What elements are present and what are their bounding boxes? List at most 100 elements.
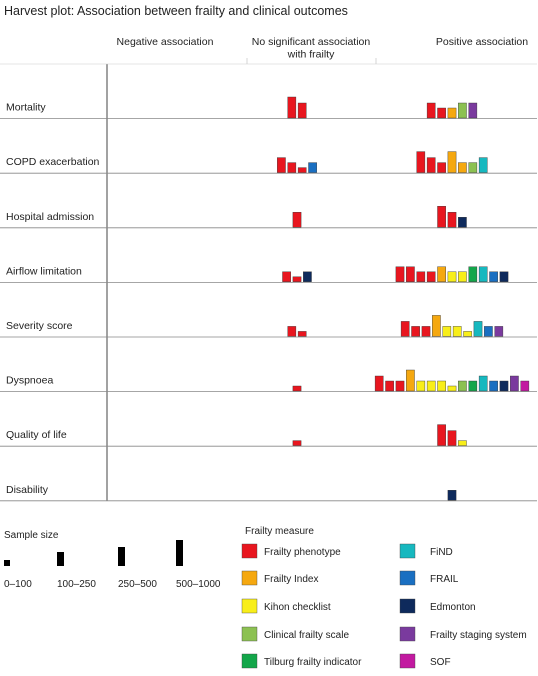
bar-dyspnoea-positive-cfs xyxy=(458,380,467,392)
frailty-measure-title: Frailty measure xyxy=(245,526,314,537)
legend-label-frail: FRAIL xyxy=(430,574,459,585)
bar-airflow-limitation-positive-find xyxy=(478,266,488,282)
sample-size-title: Sample size xyxy=(4,530,59,541)
bar-severity-score-positive-fss xyxy=(494,326,504,337)
bar-copd-exacerbation-positive-fi xyxy=(447,151,457,173)
legend-swatch-tfi xyxy=(241,653,258,669)
outcome-label: Quality of life xyxy=(6,429,67,441)
bar-copd-exacerbation-none-phen xyxy=(287,162,297,173)
bar-dyspnoea-positive-kc xyxy=(437,380,446,392)
legend-label-fss: Frailty staging system xyxy=(430,630,527,641)
bar-mortality-positive-fi xyxy=(447,107,457,119)
bar-severity-score-positive-fi xyxy=(432,315,441,337)
bar-dyspnoea-none-phen xyxy=(292,385,302,392)
bar-severity-score-positive-kc xyxy=(452,326,462,337)
outcome-label: Airflow limitation xyxy=(6,265,82,277)
column-header-negative-line-1: Negative association xyxy=(117,36,214,48)
bar-airflow-limitation-positive-edm xyxy=(499,271,509,282)
bar-quality-of-life-positive-phen xyxy=(437,424,446,446)
bar-copd-exacerbation-positive-phen xyxy=(416,151,426,173)
chart-title: Harvest plot: Association between frailt… xyxy=(4,4,348,18)
bar-airflow-limitation-positive-fi xyxy=(437,266,446,282)
bar-copd-exacerbation-none-phen xyxy=(277,157,286,173)
bar-dyspnoea-positive-phen xyxy=(395,380,405,392)
outcome-label: Disability xyxy=(6,484,49,496)
bar-dyspnoea-positive-kc xyxy=(447,385,457,392)
bar-mortality-positive-phen xyxy=(426,102,436,119)
column-header-positive-line-1: Positive association xyxy=(436,36,528,48)
legend-label-cfs: Clinical frailty scale xyxy=(264,630,349,641)
bar-mortality-positive-phen xyxy=(437,107,446,119)
bar-hospital-admission-positive-phen xyxy=(437,205,446,228)
legend-swatch-edm xyxy=(399,598,416,614)
bar-mortality-none-phen xyxy=(287,96,297,119)
bar-dyspnoea-positive-kc xyxy=(416,380,426,392)
bar-severity-score-positive-phen xyxy=(400,321,410,337)
bar-quality-of-life-none-phen xyxy=(292,440,302,446)
bar-quality-of-life-positive-phen xyxy=(447,430,457,446)
legend-label-fi: Frailty Index xyxy=(264,574,318,585)
outcome-row-quality-of-life: Quality of life xyxy=(6,424,467,446)
bar-severity-score-positive-find xyxy=(473,321,483,337)
outcome-label: Mortality xyxy=(6,102,46,114)
bar-severity-score-positive-kc xyxy=(463,331,472,337)
bar-severity-score-positive-phen xyxy=(411,326,420,337)
bar-copd-exacerbation-none-phen xyxy=(297,167,307,173)
bar-dyspnoea-positive-phen xyxy=(374,375,384,392)
bar-severity-score-none-phen xyxy=(297,331,307,337)
bar-airflow-limitation-positive-kc xyxy=(447,271,457,282)
sample-size-swatch-1 xyxy=(4,560,10,566)
legend-label-kc: Kihon checklist xyxy=(264,602,331,613)
bar-dyspnoea-positive-phen xyxy=(385,380,394,392)
bar-dyspnoea-positive-frail xyxy=(489,380,498,392)
bar-airflow-limitation-none-phen xyxy=(292,276,302,282)
legend-swatch-sof xyxy=(399,653,416,669)
bar-hospital-admission-positive-edm xyxy=(458,216,467,228)
bar-mortality-positive-cfs xyxy=(458,102,467,119)
bar-severity-score-none-phen xyxy=(287,326,297,337)
outcome-label: Severity score xyxy=(6,320,73,332)
bar-copd-exacerbation-positive-find xyxy=(478,157,488,173)
bar-dyspnoea-positive-tfi xyxy=(468,380,478,392)
legend-swatch-cfs xyxy=(241,626,258,642)
plot-grid xyxy=(0,58,537,502)
bar-dyspnoea-positive-fss xyxy=(510,375,519,392)
outcome-row-dyspnoea: Dyspnoea xyxy=(6,369,530,392)
bar-severity-score-positive-kc xyxy=(442,326,452,337)
bar-disability-positive-edm xyxy=(447,490,457,501)
bar-airflow-limitation-positive-phen xyxy=(406,266,415,282)
bar-airflow-limitation-positive-frail xyxy=(489,271,498,282)
bar-airflow-limitation-positive-phen xyxy=(395,266,405,282)
bar-copd-exacerbation-none-frail xyxy=(308,162,317,173)
bar-dyspnoea-positive-kc xyxy=(426,380,436,392)
legend-swatch-kc xyxy=(241,598,258,614)
sample-size-label: 100–250 xyxy=(57,579,96,590)
bar-airflow-limitation-positive-phen xyxy=(416,271,426,282)
bar-dyspnoea-positive-find xyxy=(478,375,488,392)
legend-label-phen: Frailty phenotype xyxy=(264,547,341,558)
legend-swatch-phen xyxy=(241,543,258,559)
legend-label-find: FiND xyxy=(430,547,453,558)
outcome-label: COPD exacerbation xyxy=(6,156,100,168)
column-headers: Negative association No significant assoc… xyxy=(117,36,529,61)
bar-copd-exacerbation-positive-fi xyxy=(458,162,467,173)
bar-quality-of-life-positive-kc xyxy=(458,440,467,446)
bar-airflow-limitation-none-edm xyxy=(303,271,312,282)
bar-airflow-limitation-none-phen xyxy=(282,271,291,282)
bar-dyspnoea-positive-sof xyxy=(520,380,530,392)
legend-label-tfi: Tilburg frailty indicator xyxy=(264,657,362,668)
sample-size-swatch-2 xyxy=(57,552,64,566)
column-header-none-line-1: No significant association xyxy=(252,36,371,48)
bar-severity-score-positive-frail xyxy=(484,326,493,337)
outcome-row-disability: Disability xyxy=(6,484,457,501)
sample-size-label: 0–100 xyxy=(4,579,32,590)
outcome-row-mortality: Mortality xyxy=(6,96,478,119)
sample-size-label: 500–1000 xyxy=(176,579,221,590)
bar-copd-exacerbation-positive-phen xyxy=(437,162,446,173)
bar-airflow-limitation-positive-phen xyxy=(426,271,436,282)
outcome-row-airflow-limitation: Airflow limitation xyxy=(6,265,509,282)
bar-severity-score-positive-phen xyxy=(421,326,431,337)
legend-label-sof: SOF xyxy=(430,657,451,668)
bar-mortality-none-phen xyxy=(297,102,307,119)
